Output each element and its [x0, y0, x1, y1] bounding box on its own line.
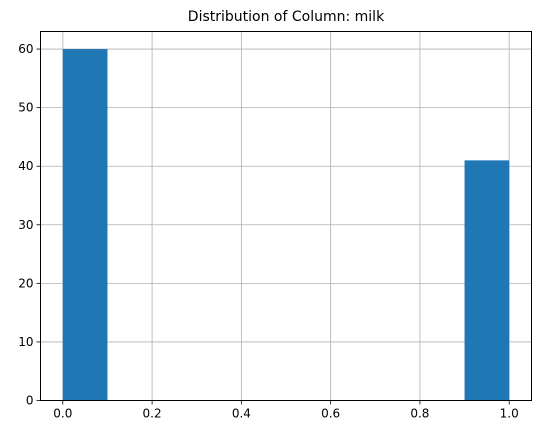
grid-lines — [40, 31, 532, 401]
histogram-bar — [464, 160, 510, 401]
y-tick-label: 10 — [18, 335, 33, 349]
axis-ticks: 0.0 0.2 0.4 0.6 0.8 1.0 0 10 20 30 40 50 60 — [18, 42, 519, 420]
histogram-bars — [62, 49, 510, 401]
x-tick-label: 0.4 — [232, 407, 251, 421]
y-tick-label: 0 — [26, 394, 34, 408]
y-tick-label: 20 — [18, 276, 33, 290]
plot-area-frame — [40, 31, 532, 401]
y-tick-label: 40 — [18, 159, 33, 173]
y-tick-label: 30 — [18, 218, 33, 232]
chart-title: Distribution of Column: milk — [188, 9, 385, 25]
y-tick-label: 50 — [18, 101, 33, 115]
x-tick-label: 0.6 — [321, 407, 340, 421]
histogram-bar — [62, 49, 108, 401]
x-tick-label: 0.2 — [143, 407, 162, 421]
y-tick-label: 60 — [18, 42, 33, 56]
x-tick-label: 0.0 — [53, 407, 72, 421]
x-tick-label: 1.0 — [500, 407, 519, 421]
x-tick-label: 0.8 — [410, 407, 429, 421]
